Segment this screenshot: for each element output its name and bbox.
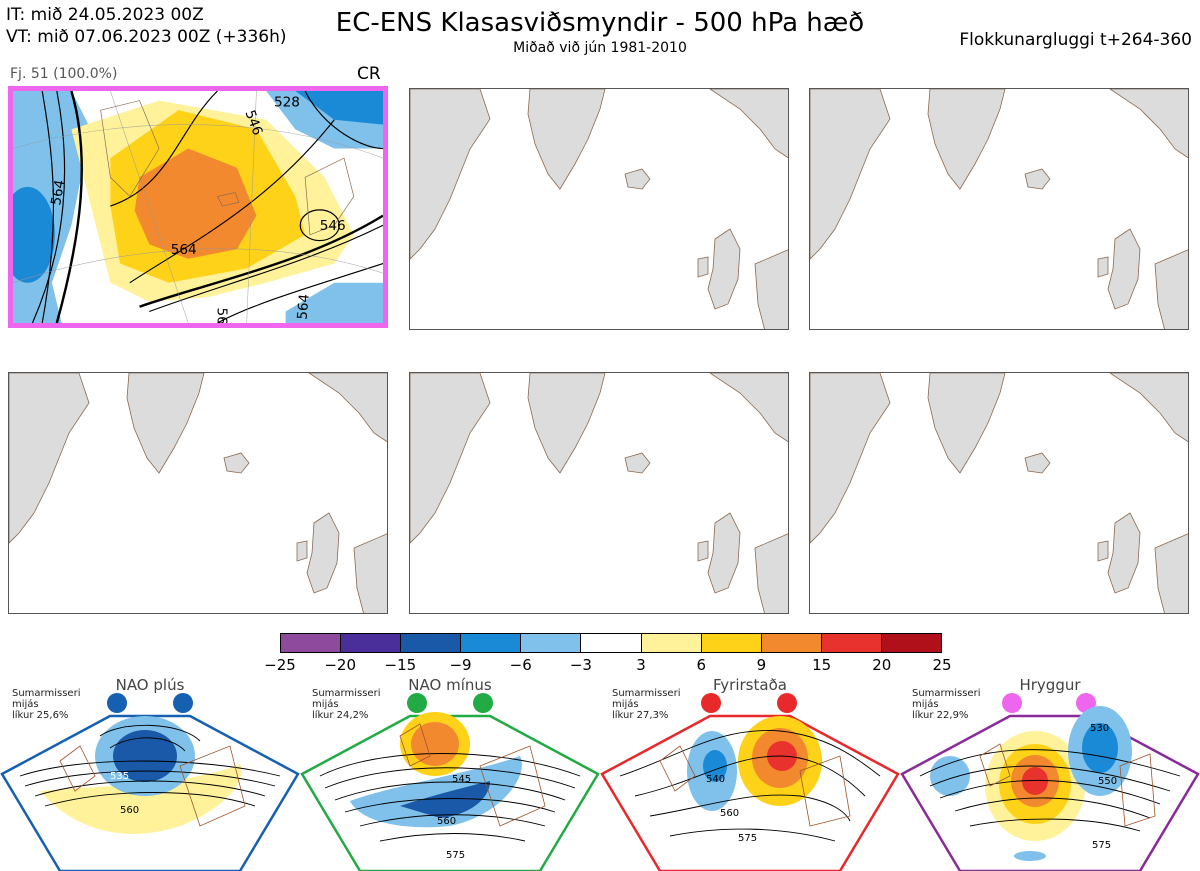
colorbar-swatch — [701, 634, 762, 652]
marker-dot — [1002, 693, 1022, 713]
colorbar-tick-label: 25 — [932, 656, 952, 674]
contour-label: 560 — [120, 805, 139, 816]
marker-dot — [107, 693, 127, 713]
colorbar-tick-label: −20 — [324, 656, 356, 674]
colorbar-swatch — [401, 634, 462, 652]
contour-label: 575 — [1092, 840, 1111, 851]
marker-dot — [407, 693, 427, 713]
cluster-label: Fj. 51 (100.0%) — [10, 66, 118, 82]
regime-nao-minus[interactable]: NAO mínus Sumarmisseri mijás líkur 24,2%… — [300, 676, 600, 871]
basemap — [810, 373, 1188, 613]
basemap — [810, 89, 1188, 329]
regime-info: Sumarmisseri mijás líkur 25,6% — [12, 688, 81, 721]
colorbar-tick-label: 6 — [696, 656, 707, 674]
contour-label-564-b: 564 — [48, 179, 68, 207]
cluster-map-1[interactable]: 564 564 546 546 528 564 564 — [8, 86, 388, 328]
basemap — [410, 373, 788, 613]
cluster-map-4[interactable] — [8, 372, 388, 614]
colorbar-tick-label: 20 — [872, 656, 892, 674]
contour-label: 575 — [446, 850, 465, 861]
colorbar-tick-label: 3 — [636, 656, 646, 674]
regime-map: 530 550 575 — [900, 693, 1200, 871]
regime-title: Hryggur — [1019, 676, 1081, 694]
regime-info: Sumarmisseri mijás líkur 22,9% — [912, 688, 981, 721]
contour-label: 560 — [720, 808, 739, 819]
anomaly-colorbar — [280, 633, 942, 653]
run-times: IT: mið 24.05.2023 00Z VT: mið 07.06.202… — [6, 4, 287, 48]
contour-label: 540 — [706, 774, 725, 785]
regime-code: CR — [357, 64, 381, 84]
contour-label-564-a: 564 — [171, 242, 197, 258]
classification-window: Flokkunargluggi t+264-360 — [959, 30, 1192, 50]
colorbar-tick-label: −3 — [569, 656, 592, 674]
basemap — [410, 89, 788, 329]
marker-dot — [701, 693, 721, 713]
colorbar-swatch — [581, 634, 642, 652]
basemap — [9, 373, 387, 613]
contour-label: 545 — [452, 774, 471, 785]
contour-label-546-a: 546 — [320, 218, 346, 234]
marker-dot — [473, 693, 493, 713]
regime-nao-plus[interactable]: NAO plús Sumarmisseri mijás líkur 25,6% … — [0, 676, 300, 871]
contour-label-528: 528 — [274, 94, 300, 110]
contour-label: 560 — [437, 816, 456, 827]
regime-ridge[interactable]: Hryggur Sumarmisseri mijás líkur 22,9% 5… — [900, 676, 1200, 871]
colorbar-tick-label: 9 — [756, 656, 767, 674]
cluster-map-5[interactable] — [409, 372, 789, 614]
cluster-anomaly-map: 564 564 546 546 528 564 564 — [13, 91, 383, 323]
regime-map: 545 560 575 — [300, 693, 600, 871]
regime-info: Sumarmisseri mijás líkur 27,3% — [612, 688, 681, 721]
contour-label: 535 — [110, 771, 129, 782]
regime-title: Fyrirstaða — [713, 676, 787, 694]
initial-time: IT: mið 24.05.2023 00Z — [6, 5, 204, 25]
regime-info: Sumarmisseri mijás líkur 24,2% — [312, 688, 381, 721]
colorbar-swatch — [461, 634, 522, 652]
colorbar-swatch — [341, 634, 402, 652]
regime-map: 535 560 — [0, 693, 300, 871]
colorbar-tick-label: −6 — [509, 656, 532, 674]
cluster-map-2[interactable] — [409, 88, 789, 330]
colorbar-tick-label: −9 — [449, 656, 472, 674]
marker-dot — [173, 693, 193, 713]
regime-title: NAO mínus — [408, 676, 492, 694]
contour-label: 575 — [738, 833, 757, 844]
regime-title: NAO plús — [115, 676, 185, 694]
valid-time: VT: mið 07.06.2023 00Z (+336h) — [6, 27, 287, 47]
colorbar-swatch — [821, 634, 882, 652]
colorbar-swatch — [281, 634, 342, 652]
contour-label-564-c: 564 — [213, 308, 229, 323]
cluster-map-6[interactable] — [809, 372, 1189, 614]
regime-blocking[interactable]: Fyrirstaða Sumarmisseri mijás líkur 27,3… — [600, 676, 900, 871]
colorbar-swatch — [521, 634, 582, 652]
marker-dot — [777, 693, 797, 713]
climatology-subtitle: Miðað við jún 1981-2010 — [513, 40, 687, 56]
contour-label-564-d: 564 — [294, 293, 312, 320]
contour-label: 550 — [1098, 776, 1117, 787]
regime-map: 540 560 575 — [600, 693, 900, 871]
colorbar-tick-label: 15 — [812, 656, 832, 674]
colorbar-tick-label: −25 — [264, 656, 296, 674]
page-title: EC-ENS Klasasviðsmyndir - 500 hPa hæð — [335, 8, 865, 38]
colorbar-tick-label: −15 — [384, 656, 417, 674]
colorbar-swatch — [641, 634, 702, 652]
contour-label: 530 — [1090, 723, 1109, 734]
cluster-map-3[interactable] — [809, 88, 1189, 330]
colorbar-swatch — [881, 634, 942, 652]
colorbar-swatch — [761, 634, 822, 652]
